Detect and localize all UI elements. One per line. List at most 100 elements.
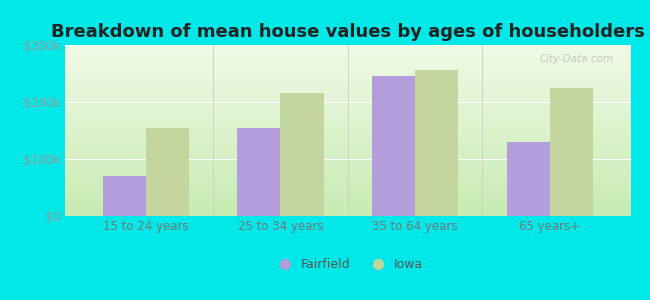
Bar [65,79,630,81]
Bar [65,113,630,115]
Bar [65,62,630,64]
Bar [65,94,630,96]
Bar [65,139,630,141]
Bar [506,142,550,216]
Bar [65,59,630,60]
Bar [65,156,630,158]
Bar [65,84,630,86]
Bar [65,115,630,117]
Text: City-Data.com: City-Data.com [540,53,614,64]
Bar [65,184,630,185]
Bar [65,77,630,79]
Bar [65,82,630,84]
Bar [103,176,146,216]
Bar [65,161,630,163]
Bar [65,136,630,137]
Bar [65,211,630,213]
Bar [550,88,593,216]
Bar [65,196,630,197]
Bar [65,178,630,180]
Bar [65,45,630,47]
Bar [65,76,630,77]
Bar [65,214,630,216]
Bar [65,180,630,182]
Bar [65,185,630,187]
Bar [65,53,630,55]
Bar [65,110,630,112]
Bar [65,100,630,101]
Bar [65,177,630,178]
Bar [65,199,630,201]
Bar [65,194,630,196]
Bar [65,74,630,76]
Bar [372,76,415,216]
Bar [65,64,630,65]
Bar [65,142,630,144]
Bar [65,144,630,146]
Bar [65,106,630,108]
Bar [65,130,630,132]
Bar [65,209,630,211]
Bar [65,134,630,136]
Bar [65,105,630,106]
Bar [65,137,630,139]
Bar [65,86,630,88]
Bar [65,168,630,170]
Bar [65,129,630,130]
Bar [65,154,630,156]
Bar [65,172,630,173]
Bar [65,213,630,214]
Bar [65,197,630,199]
Bar [65,153,630,154]
Bar [65,163,630,165]
Bar [65,96,630,98]
Bar [65,65,630,67]
Bar [65,117,630,118]
Bar [65,127,630,129]
Bar [65,192,630,194]
Bar [65,47,630,48]
Bar [65,57,630,59]
Bar [65,112,630,113]
Bar [237,128,280,216]
Bar [65,173,630,175]
Bar [65,175,630,177]
Bar [65,141,630,142]
Bar [65,182,630,184]
Bar [65,149,630,151]
Bar [65,189,630,190]
Bar [65,101,630,103]
Bar [65,118,630,120]
Bar [65,103,630,105]
Bar [65,160,630,161]
Bar [65,201,630,202]
Legend: Fairfield, Iowa: Fairfield, Iowa [267,253,428,276]
Bar [415,70,458,216]
Bar [65,108,630,110]
Bar [65,190,630,192]
Bar [65,165,630,167]
Bar [65,132,630,134]
Bar [65,89,630,91]
Bar [65,146,630,148]
Bar [65,158,630,160]
Bar [65,69,630,70]
Bar [65,48,630,50]
Bar [65,124,630,125]
Bar [65,187,630,189]
Bar [65,204,630,206]
Bar [65,206,630,208]
Bar [65,125,630,127]
Bar [65,60,630,62]
Bar [65,148,630,149]
Title: Breakdown of mean house values by ages of householders: Breakdown of mean house values by ages o… [51,23,645,41]
Bar [65,93,630,94]
Bar [280,93,324,216]
Bar [65,70,630,72]
Bar [65,88,630,89]
Bar [65,151,630,153]
Bar [65,67,630,69]
Bar [65,91,630,93]
Bar [65,55,630,57]
Bar [65,98,630,100]
